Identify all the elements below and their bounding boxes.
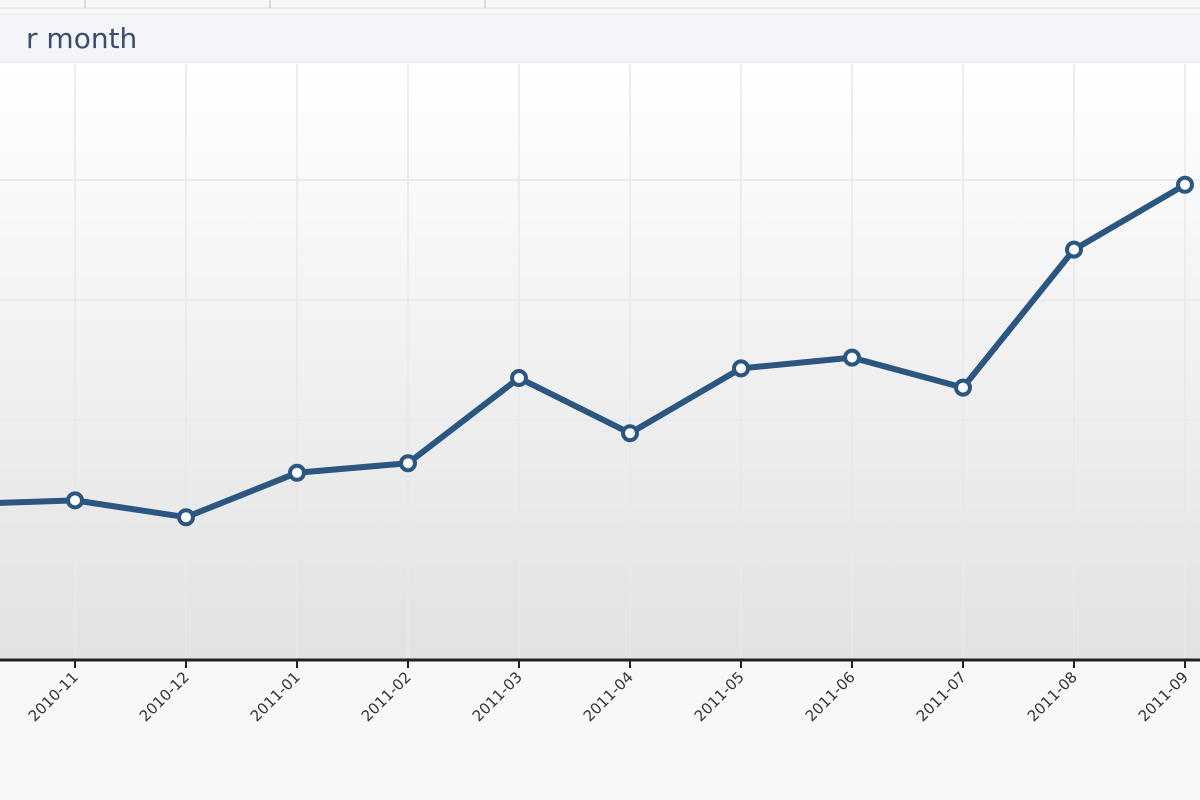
point <box>954 378 972 397</box>
point <box>732 359 750 378</box>
point <box>1176 175 1194 194</box>
point <box>66 491 84 510</box>
point <box>1065 240 1083 259</box>
point <box>288 463 306 482</box>
title-bar <box>0 13 1200 63</box>
point <box>510 369 528 387</box>
line <box>0 182 1187 521</box>
point <box>177 508 195 527</box>
point <box>843 348 861 367</box>
point <box>399 454 417 473</box>
chart-title: r month <box>26 22 137 55</box>
plot-area <box>0 64 1200 660</box>
point <box>621 424 639 443</box>
top-tabs <box>0 0 1200 9</box>
